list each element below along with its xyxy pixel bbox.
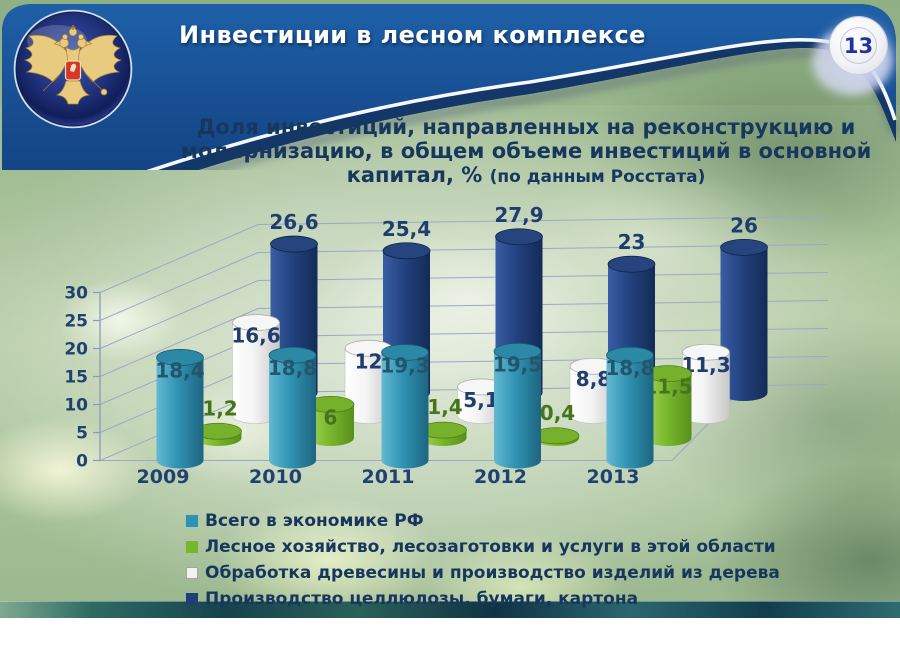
value-label: 5,1 bbox=[463, 388, 498, 412]
legend-item-total-economy: Всего в экономике РФ bbox=[186, 508, 780, 534]
legend-swatch-white bbox=[186, 567, 198, 579]
legend-item-pulp-paper: Производство целлюлозы, бумаги, картона bbox=[186, 586, 780, 612]
page-number: 13 bbox=[840, 27, 877, 64]
cylinder-cap bbox=[381, 344, 429, 361]
chart-title-source-note: (по данным Росстата) bbox=[489, 167, 706, 187]
value-label: 1,2 bbox=[202, 396, 237, 420]
cylinder-s0-2010 bbox=[269, 355, 316, 469]
x-category-label: 2011 bbox=[362, 466, 415, 488]
cylinder-s3-2013 bbox=[720, 247, 768, 401]
chart-legend: Всего в экономике РФ Лесное хозяйство, л… bbox=[186, 508, 780, 612]
value-label: 6 bbox=[324, 405, 338, 429]
value-label: 27,9 bbox=[494, 203, 543, 227]
y-tick-label: 15 bbox=[64, 368, 88, 388]
y-tick-label: 20 bbox=[64, 340, 88, 360]
cylinder-s1-2013 bbox=[644, 373, 692, 446]
cylinder-cap bbox=[495, 228, 543, 246]
chart-title-line3-main: капитал, % bbox=[346, 163, 483, 187]
chart-title-line3: капитал, % (по данным Росстата) bbox=[168, 163, 884, 189]
value-label: 18,4 bbox=[155, 358, 204, 382]
page-number-badge: 13 bbox=[830, 17, 887, 74]
cylinder-cap bbox=[156, 349, 204, 366]
y-tick-label: 5 bbox=[76, 424, 88, 444]
legend-item-forestry: Лесное хозяйство, лесозаготовки и услуги… bbox=[186, 534, 780, 560]
value-label: 16,6 bbox=[231, 324, 280, 348]
cylinder-cap bbox=[382, 242, 431, 260]
coat-of-arms-emblem bbox=[13, 9, 133, 129]
legend-swatch-green bbox=[186, 541, 198, 553]
value-label: 23 bbox=[618, 230, 646, 254]
cylinder-s0-2009 bbox=[156, 357, 204, 469]
legend-swatch-teal bbox=[186, 515, 198, 527]
gridline bbox=[99, 244, 829, 321]
legend-swatch-navy bbox=[186, 593, 198, 605]
chart-title-line1: Доля инвестиций, направленных на реконст… bbox=[196, 115, 856, 139]
legend-item-wood-processing: Обработка древесины и производство издел… bbox=[186, 560, 780, 586]
x-category-label: 2012 bbox=[474, 466, 527, 488]
value-label: 19,3 bbox=[380, 353, 429, 377]
y-tick-label: 0 bbox=[76, 452, 88, 472]
cylinder-cap bbox=[682, 343, 730, 361]
chart-title-line2: модернизацию, в общем объеме инвестиций … bbox=[180, 139, 872, 163]
value-label: 19,5 bbox=[493, 352, 542, 376]
cylinder-s0-2011 bbox=[381, 352, 429, 469]
cylinder-s0-2013 bbox=[606, 355, 654, 469]
cylinder-s1-2010 bbox=[307, 404, 354, 446]
cylinder-s0-2012 bbox=[494, 351, 541, 469]
y-tick-label: 10 bbox=[64, 396, 88, 416]
bottom-margin bbox=[0, 618, 900, 645]
slide-title: Инвестиции в лесном комплексе bbox=[179, 21, 646, 49]
double-headed-eagle-icon bbox=[23, 25, 123, 105]
value-label: 12 bbox=[355, 349, 383, 373]
value-label: 0,4 bbox=[540, 401, 575, 425]
cylinder-cap bbox=[270, 235, 318, 253]
value-label: 1,4 bbox=[427, 395, 462, 419]
value-label: 8,8 bbox=[576, 367, 611, 391]
cylinder-cap bbox=[607, 255, 656, 273]
gridline bbox=[99, 216, 829, 293]
y-tick-label: 30 bbox=[64, 284, 88, 304]
value-label: 26,6 bbox=[269, 210, 318, 234]
value-label: 18,8 bbox=[605, 356, 654, 380]
cylinder-cap bbox=[493, 342, 542, 360]
gridline bbox=[99, 272, 829, 349]
value-label: 26 bbox=[730, 213, 758, 237]
cylinder-cap bbox=[720, 238, 768, 256]
chart-title: Доля инвестиций, направленных на реконст… bbox=[168, 115, 884, 189]
water-strip bbox=[0, 601, 900, 618]
cylinder-cap bbox=[268, 346, 317, 364]
x-category-label: 2013 bbox=[587, 466, 640, 488]
x-category-label: 2010 bbox=[249, 466, 302, 488]
value-label: 18,8 bbox=[268, 356, 317, 380]
value-label: 25,4 bbox=[382, 217, 431, 241]
y-tick-label: 25 bbox=[64, 312, 88, 332]
cylinder-cap bbox=[232, 314, 280, 331]
cylinder-cap bbox=[606, 346, 654, 364]
x-category-label: 2009 bbox=[137, 466, 190, 488]
header-main-band bbox=[2, 4, 896, 170]
